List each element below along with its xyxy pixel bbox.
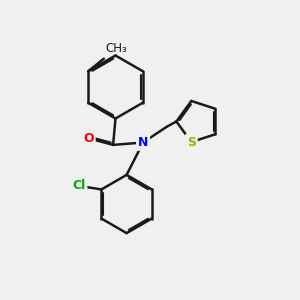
Text: CH₃: CH₃	[105, 42, 127, 55]
Text: Cl: Cl	[72, 179, 86, 192]
Text: S: S	[187, 136, 196, 148]
Text: O: O	[83, 132, 94, 145]
Text: N: N	[138, 136, 148, 149]
